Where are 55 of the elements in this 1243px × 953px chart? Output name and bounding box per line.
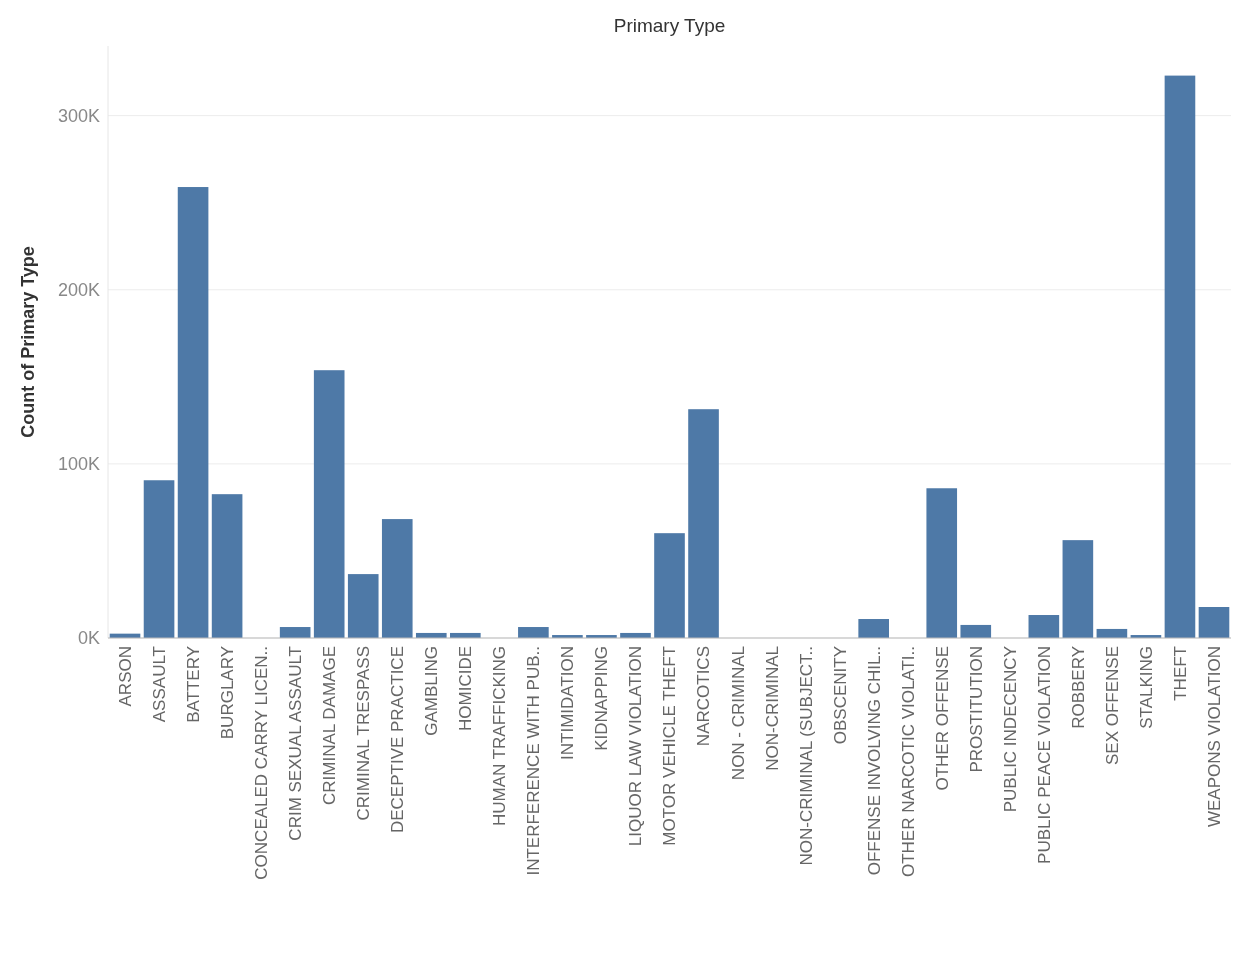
bar (211, 494, 243, 638)
bar (1164, 75, 1196, 638)
x-tick-label: MOTOR VEHICLE THEFT (660, 646, 680, 846)
bar (381, 519, 413, 638)
bar (177, 187, 209, 638)
bar (1028, 615, 1060, 638)
x-tick-label: CRIMINAL TRESPASS (354, 646, 374, 821)
bar (313, 370, 345, 638)
x-tick-label: OTHER OFFENSE (932, 646, 952, 791)
x-tick-label: OTHER NARCOTIC VIOLATI.. (898, 646, 918, 878)
bar (1198, 607, 1230, 638)
x-tick-label: PUBLIC INDECENCY (1000, 646, 1020, 813)
x-tick-label: INTERFERENCE WITH PUB.. (524, 646, 544, 876)
x-tick-label: PROSTITUTION (966, 646, 986, 773)
x-tick-label: HOMICIDE (456, 646, 476, 731)
x-tick-label: INTIMIDATION (558, 646, 578, 760)
x-tick-label: PUBLIC PEACE VIOLATION (1034, 646, 1054, 864)
y-tick-label: 200K (57, 280, 100, 301)
x-tick-label: BURGLARY (218, 646, 238, 740)
bar (926, 488, 958, 638)
x-tick-label: SEX OFFENSE (1102, 646, 1122, 766)
y-tick-label: 300K (57, 105, 100, 126)
x-tick-label: OFFENSE INVOLVING CHIL.. (864, 646, 884, 876)
x-tick-label: STALKING (1136, 646, 1156, 729)
x-tick-label: WEAPONS VIOLATION (1204, 646, 1224, 828)
x-tick-label: NON-CRIMINAL (SUBJECT.. (796, 646, 816, 866)
bar (688, 409, 719, 638)
x-tick-label: HUMAN TRAFFICKING (490, 646, 510, 827)
chart-title: Primary Type (613, 15, 726, 36)
x-tick-label: ARSON (115, 646, 135, 707)
x-tick-label: ROBBERY (1068, 646, 1088, 729)
x-tick-label: CRIM SEXUAL ASSAULT (286, 646, 306, 841)
x-tick-label: LIQUOR LAW VIOLATION (626, 646, 646, 847)
x-tick-label: GAMBLING (422, 646, 442, 736)
x-tick-label: THEFT (1170, 646, 1190, 701)
x-tick-label: ASSAULT (150, 646, 169, 723)
x-tick-label: CRIMINAL DAMAGE (320, 646, 340, 806)
bar (518, 627, 549, 638)
x-tick-label: BATTERY (184, 646, 204, 723)
y-tick-label: 100K (57, 454, 100, 475)
x-tick-label: KIDNAPPING (592, 646, 612, 751)
x-tick-label: OBSCENITY (830, 646, 850, 745)
bar (143, 480, 175, 638)
bar (654, 533, 685, 638)
x-tick-label: NON-CRIMINAL (762, 646, 782, 771)
x-tick-label: NON - CRIMINAL (728, 646, 748, 781)
bar (960, 624, 992, 638)
bar (858, 619, 889, 638)
bar (347, 574, 379, 638)
bar (1062, 540, 1094, 638)
x-tick-label: CONCEALED CARRY LICEN.. (252, 646, 272, 880)
x-tick-label: NARCOTICS (694, 646, 714, 747)
y-axis-title: Count of Primary Type (18, 246, 38, 438)
x-tick-label: DECEPTIVE PRACTICE (388, 646, 408, 834)
y-tick-label: 0K (77, 628, 100, 649)
